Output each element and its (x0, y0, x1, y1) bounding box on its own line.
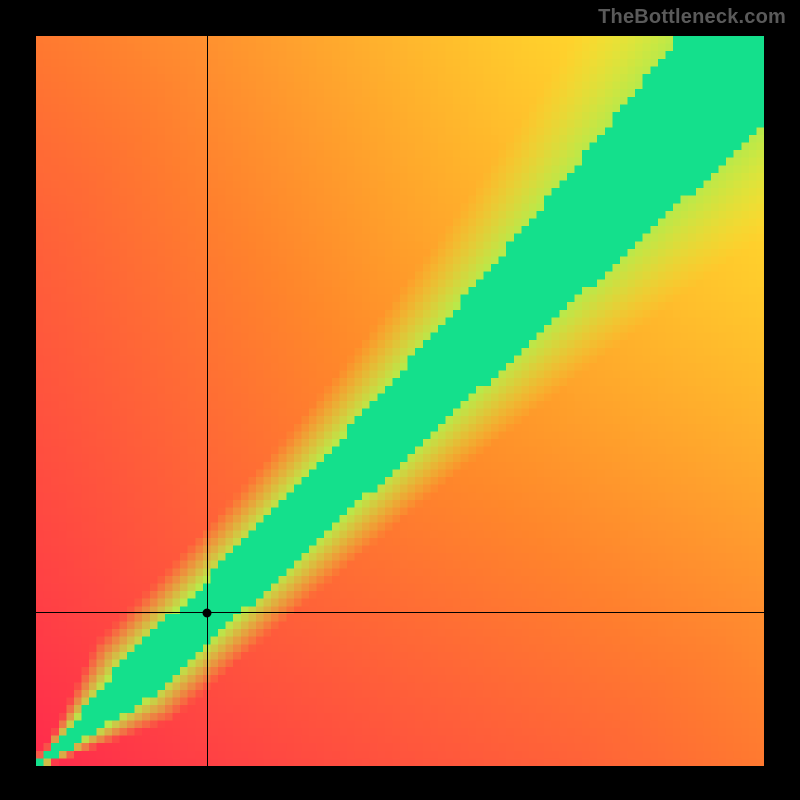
watermark-text: TheBottleneck.com (598, 6, 786, 29)
heatmap-plot (36, 36, 764, 766)
marker-dot (203, 608, 212, 617)
crosshair-horizontal (36, 612, 764, 613)
heatmap-canvas (36, 36, 764, 766)
chart-frame: TheBottleneck.com (0, 0, 800, 800)
crosshair-vertical (207, 36, 208, 766)
